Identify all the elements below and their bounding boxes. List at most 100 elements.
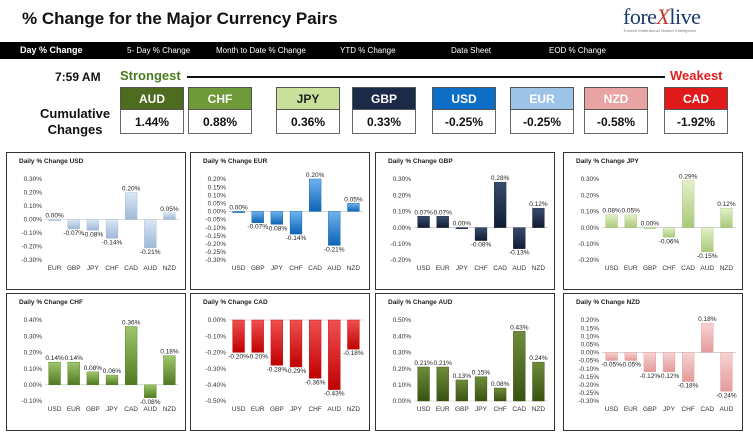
y-tick-label: -0.20%	[578, 257, 599, 264]
chart-title: Daily % Change USD	[19, 158, 84, 165]
data-label: 0.08%	[84, 365, 103, 372]
y-tick-label: -0.30%	[21, 257, 42, 264]
data-label: -0.14%	[102, 239, 123, 246]
tab-5-day-change[interactable]: 5- Day % Change	[127, 46, 191, 55]
data-label: 0.21%	[414, 360, 433, 367]
y-tick-label: 0.15%	[208, 184, 227, 191]
y-tick-label: 0.10%	[581, 333, 600, 340]
currency-code: CHF	[188, 87, 252, 110]
tab-ytd-change[interactable]: YTD % Change	[340, 46, 396, 55]
bar-jpy	[662, 352, 676, 373]
bar-cad	[513, 331, 526, 402]
bar-chart: 0.00%-0.10%-0.20%-0.30%-0.40%-0.50%-0.20…	[205, 317, 364, 413]
bar-usd	[605, 214, 618, 228]
currency-change-value: -1.92%	[664, 110, 728, 134]
bar-chf	[105, 219, 119, 239]
y-tick-label: -0.10%	[390, 241, 411, 248]
chart-panel-chf: Daily % Change CHF 0.40% 0.30% 0.20% 0.10% 0.…	[6, 293, 186, 431]
y-tick-label: -0.10%	[21, 398, 42, 405]
tab-day-change[interactable]: Day % Change	[20, 45, 83, 55]
currency-code: CAD	[664, 87, 728, 110]
y-tick-label: 0.40%	[393, 333, 412, 340]
data-label: 0.00%	[45, 213, 64, 220]
bar-jpy	[105, 374, 119, 386]
x-category-label: CHF	[289, 265, 302, 272]
y-tick-label: 0.00%	[208, 209, 227, 216]
data-label: -0.08%	[471, 242, 492, 249]
y-tick-label: 0.20%	[393, 366, 412, 373]
x-category-label: EUR	[436, 406, 450, 413]
x-category-label: CAD	[124, 406, 138, 413]
bar-jpy	[289, 319, 303, 368]
x-category-label: NZD	[163, 265, 177, 272]
chart-title: Daily % Change AUD	[388, 299, 453, 306]
x-category-label: CAD	[124, 265, 138, 272]
tab-month-to-date-change[interactable]: Month to Date % Change	[216, 46, 306, 55]
x-category-label: CAD	[493, 265, 507, 272]
bar-eur	[436, 216, 449, 228]
bar-chart: 0.30% 0.20% 0.10% 0.00% -0.10% -0.20% 0.07% USD…	[390, 175, 548, 272]
data-label: -0.12%	[659, 373, 680, 380]
x-category-label: NZD	[532, 406, 546, 413]
data-label: -0.07%	[247, 224, 268, 231]
y-tick-label: -0.05%	[578, 358, 599, 365]
x-category-label: GBP	[455, 406, 469, 413]
bar-usd	[417, 366, 430, 402]
title-bar: % Change for the Major Currency Pairs fo…	[0, 0, 753, 42]
data-label: -0.06%	[659, 238, 680, 245]
data-label: -0.29%	[286, 368, 307, 375]
chart-panel-usd: Daily % Change USD 0.30% 0.20% 0.10% 0.00% -0…	[6, 152, 186, 290]
tab-data-sheet[interactable]: Data Sheet	[451, 46, 492, 55]
chart-title: Daily % Change JPY	[576, 158, 639, 165]
x-category-label: AUD	[327, 265, 341, 272]
x-category-label: CAD	[681, 265, 695, 272]
y-tick-label: 0.10%	[24, 203, 43, 210]
data-label: -0.08%	[140, 399, 161, 406]
bar-usd	[417, 216, 430, 228]
currency-code: GBP	[352, 87, 416, 110]
data-label: 0.43%	[510, 324, 529, 331]
cumulative-changes-label: Cumulative Changes	[40, 106, 111, 137]
y-tick-label: 0.20%	[581, 317, 600, 324]
data-label: -0.18%	[678, 383, 699, 390]
bar-jpy	[455, 227, 468, 229]
data-label: -0.05%	[620, 362, 641, 369]
data-label: -0.08%	[267, 225, 288, 232]
bar-gbp	[643, 227, 656, 229]
forexlive-logo[interactable]: foreXlive Trusted Institutional Market I…	[623, 4, 733, 38]
x-category-label: AUD	[720, 406, 734, 413]
bar-usd	[232, 319, 245, 353]
x-category-label: AUD	[143, 406, 157, 413]
data-label: 0.29%	[679, 174, 698, 181]
x-category-label: CHF	[474, 265, 487, 272]
bar-chf	[662, 227, 676, 238]
x-category-label: EUR	[436, 265, 450, 272]
logo-tagline: Trusted Institutional Market Intelligenc…	[623, 28, 697, 33]
data-label: -0.20%	[247, 353, 268, 360]
x-category-label: EUR	[67, 406, 81, 413]
x-category-label: AUD	[143, 265, 157, 272]
x-category-label: NZD	[532, 265, 546, 272]
logo-wordmark: foreXlive	[623, 4, 701, 29]
x-category-label: CAD	[512, 406, 526, 413]
x-category-label: USD	[48, 406, 62, 413]
bar-cad	[125, 326, 138, 385]
tab-eod-change[interactable]: EOD % Change	[549, 46, 606, 55]
bar-aud	[513, 227, 526, 249]
y-tick-label: -0.20%	[578, 382, 599, 389]
data-label: -0.18%	[343, 350, 364, 357]
x-category-label: EUR	[251, 406, 265, 413]
currency-code: USD	[432, 87, 496, 110]
data-label: 0.07%	[414, 209, 433, 216]
y-tick-label: -0.20%	[205, 350, 226, 357]
y-tick-label: 0.00%	[581, 225, 600, 232]
x-category-label: GBP	[86, 406, 100, 413]
bar-aud	[701, 227, 714, 253]
y-tick-label: 0.20%	[24, 190, 43, 197]
bar-usd	[48, 361, 61, 386]
chart-title: Daily % Change EUR	[203, 158, 268, 165]
timestamp: 7:59 AM	[55, 70, 101, 84]
currency-box-cad: CAD -1.92%	[664, 87, 728, 134]
bar-chart: 0.30%0.20%0.10%0.00%-0.10%-0.20%-0.30%0.…	[21, 176, 179, 272]
y-tick-label: 0.00%	[393, 225, 412, 232]
